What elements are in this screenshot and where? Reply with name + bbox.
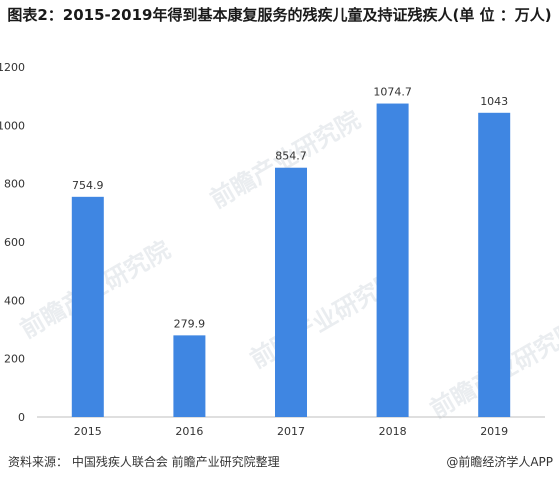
x-tick-label-2016: 2016 [175, 425, 203, 438]
bar-2017 [275, 167, 307, 417]
x-tick-label-2018: 2018 [379, 425, 407, 438]
chart-title: 图表2：2015-2019年得到基本康复服务的残疾儿童及持证残疾人(单 位 ：万… [7, 6, 552, 24]
y-tick-label: 1200 [0, 61, 25, 74]
data-label-2017: 854.7 [275, 150, 307, 163]
bar-2016 [173, 335, 206, 417]
data-label-2015: 754.9 [72, 179, 104, 192]
x-tick-label-2017: 2017 [277, 425, 305, 438]
y-tick-label: 400 [4, 294, 25, 307]
bar-2018 [376, 103, 409, 417]
chart-area: 0 200 400 600 800 1000 1200 754.9 2015 279.9 2016 8… [0, 50, 559, 445]
y-tick-label: 200 [4, 353, 25, 366]
y-tick-label: 600 [4, 236, 25, 249]
bar-chart: 0 200 400 600 800 1000 1200 754.9 2015 279.9 2016 8… [0, 61, 545, 438]
data-label-2018: 1074.7 [373, 86, 412, 99]
y-tick-label: 1000 [0, 119, 25, 132]
x-tick-label-2019: 2019 [480, 425, 508, 438]
y-tick-label: 0 [18, 411, 25, 424]
bar-2015 [71, 196, 104, 417]
y-tick-label: 800 [4, 178, 25, 191]
x-tick-label-2015: 2015 [74, 425, 102, 438]
data-label-2016: 279.9 [174, 317, 206, 330]
source-note: 资料来源： 中国残疾人联合会 前瞻产业研究院整理 [8, 455, 280, 469]
data-label-2019: 1043 [480, 95, 508, 108]
brand-credit: @前瞻经济学人APP [446, 455, 553, 469]
bar-2019 [478, 112, 511, 417]
